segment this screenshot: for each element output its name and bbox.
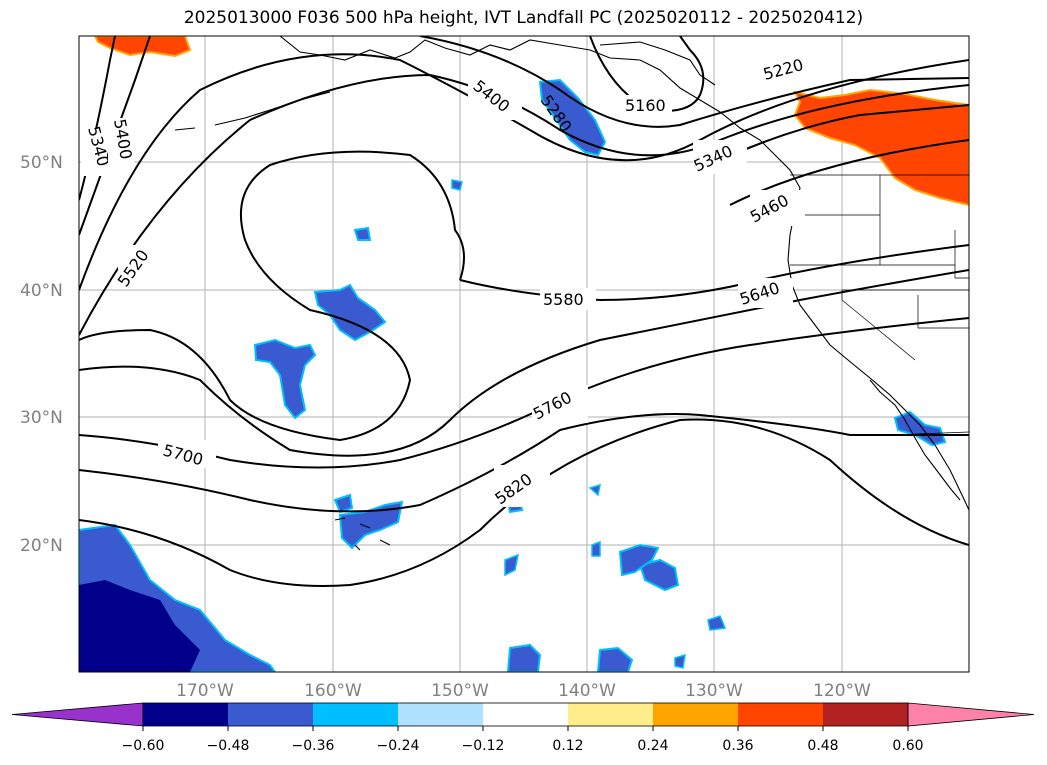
map-frame: [78, 35, 970, 673]
lat-label-20n: 20°N: [20, 536, 63, 556]
colorbar-segment: [143, 703, 228, 726]
colorbar-tick-label: 0.24: [637, 738, 668, 754]
contour-label-5580: 5580: [543, 290, 584, 309]
lon-label-120w: 120°W: [813, 681, 871, 701]
negative-pc-regions: [79, 78, 947, 672]
lon-label-140w: 140°W: [558, 681, 616, 701]
latitude-labels: 50°N 40°N 30°N 20°N: [20, 153, 63, 556]
boundaries: [790, 174, 969, 436]
lat-label-40n: 40°N: [20, 281, 63, 301]
colorbar-segment: [653, 703, 738, 726]
colorbar-segment: [228, 703, 313, 726]
lat-label-50n: 50°N: [20, 153, 63, 173]
colorbar-tick-label: −0.60: [122, 738, 165, 754]
colorbar-tick-label: 0.12: [552, 738, 583, 754]
colorbar-extend-min: [11, 702, 144, 727]
colorbar-tick-label: 0.60: [892, 738, 923, 754]
colorbar-tick-label: 0.48: [807, 738, 838, 754]
lon-label-160w: 160°W: [304, 681, 362, 701]
colorbar-segment: [738, 703, 823, 726]
colorbar-tick-label: −0.36: [292, 738, 335, 754]
lat-label-30n: 30°N: [20, 408, 63, 428]
lon-label-170w: 170°W: [176, 681, 234, 701]
lon-label-130w: 130°W: [685, 681, 743, 701]
coastlines: [174, 36, 969, 551]
plot-title: 2025013000 F036 500 hPa height, IVT Land…: [183, 8, 864, 28]
contour-labels: 5340 5400 5520 5700 5400 5280 5160 5220 …: [81, 55, 816, 508]
colorbar-tick-label: −0.48: [207, 738, 250, 754]
colorbar-segment: [823, 703, 908, 726]
colorbar-segment: [313, 703, 398, 726]
colorbar-segment: [398, 703, 483, 726]
longitude-labels: 170°W 160°W 150°W 140°W 130°W 120°W: [176, 681, 871, 701]
colorbar-segment: [483, 703, 568, 726]
colorbar-tick-label: −0.24: [377, 738, 420, 754]
contour-label-5160: 5160: [625, 96, 666, 115]
map-area: [79, 36, 969, 672]
colorbar-border: [142, 702, 909, 727]
colorbar-extend-max: [907, 702, 1035, 727]
colorbar-segment: [568, 703, 653, 726]
lon-label-150w: 150°W: [431, 681, 489, 701]
colorbar-tick-label: −0.12: [462, 738, 505, 754]
colorbar-tick-label: 0.36: [722, 738, 753, 754]
colorbar: −0.60 −0.48 −0.36 −0.24 −0.12 0.12 0.24 0.36 0.4…: [11, 702, 1035, 754]
